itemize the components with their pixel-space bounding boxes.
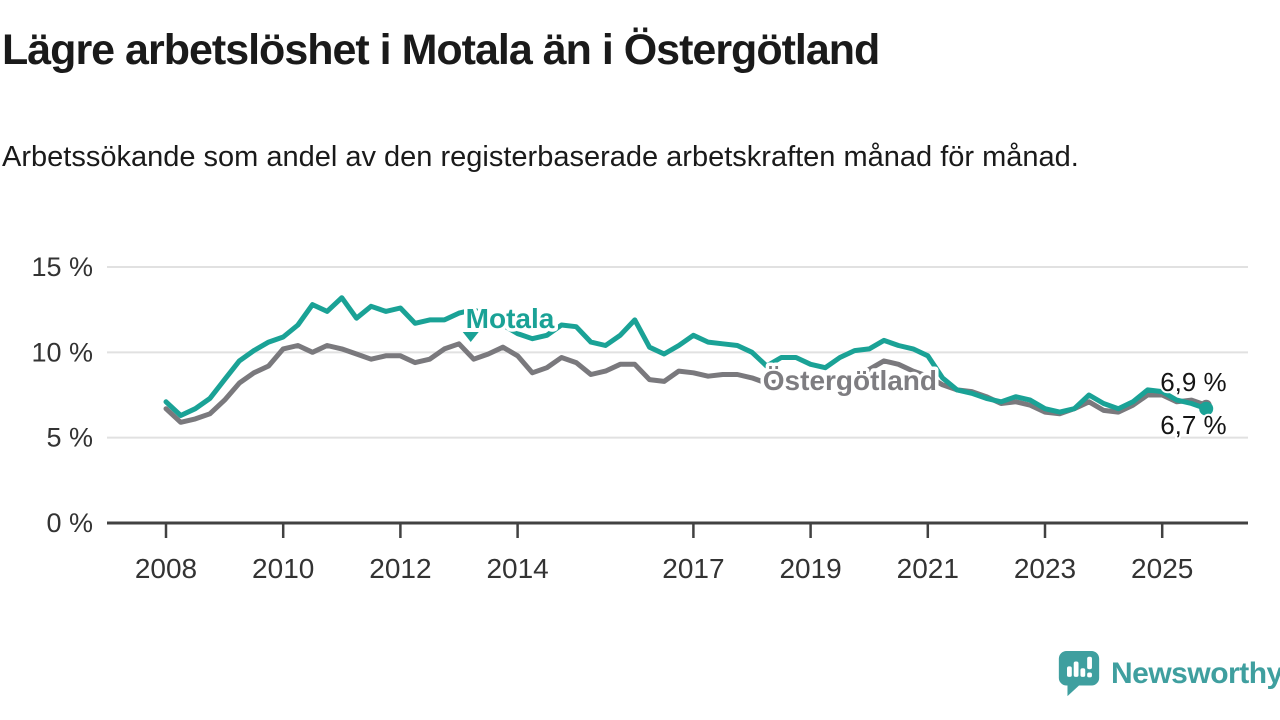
x-tick-label: 2008 [135, 553, 197, 584]
x-tick-label: 2010 [252, 553, 314, 584]
y-tick-label: 10 % [31, 337, 93, 367]
motala-series-label: Motala [466, 303, 555, 334]
motala-series-label-pointer-icon [462, 331, 479, 342]
x-tick-label: 2023 [1014, 553, 1076, 584]
x-tick-label: 2019 [779, 553, 841, 584]
y-tick-label: 15 % [31, 252, 93, 282]
x-tick-label: 2017 [662, 553, 724, 584]
x-tick-label: 2012 [369, 553, 431, 584]
newsworthy-wordmark: Newsworthy [1111, 657, 1280, 690]
chart-title: Lägre arbetslöshet i Motala än i Östergö… [2, 26, 880, 74]
y-tick-label: 0 % [46, 508, 93, 538]
end-value-label-ostergotland: 6,9 % [1160, 367, 1227, 397]
ostergotland-series-label: Östergötland [763, 365, 937, 396]
x-tick-label: 2021 [897, 553, 959, 584]
y-tick-label: 5 % [46, 423, 93, 453]
end-value-label-motala: 6,7 % [1160, 410, 1227, 440]
x-tick-label: 2014 [486, 553, 548, 584]
newsworthy-speech-bubble-chart-icon [1058, 650, 1100, 697]
x-tick-label: 2025 [1131, 553, 1193, 584]
motala-line [163, 295, 1209, 418]
newsworthy-logo: Newsworthy [1056, 650, 1280, 698]
ostergotland-line [163, 341, 1209, 425]
motala-end-dot [1199, 401, 1214, 416]
chart-subtitle: Arbetssökande som andel av den registerb… [2, 141, 1079, 173]
